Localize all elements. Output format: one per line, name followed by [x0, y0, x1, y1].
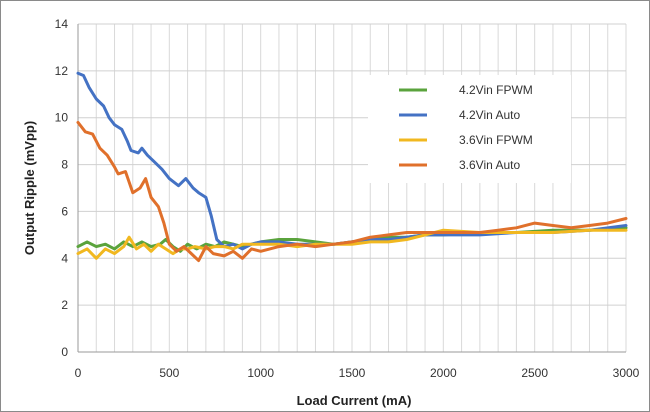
legend-label-4-2vin-auto: 4.2Vin Auto	[459, 108, 520, 122]
series-line-3-6vin-fpwm	[76, 228, 628, 260]
y-tick-label: 10	[55, 111, 69, 125]
axes: 0 2 4 6 8 10 12 14 0 500 1000 1500 2000 2500 3000	[55, 17, 640, 380]
x-tick-label: 2000	[430, 366, 457, 380]
y-tick-label: 2	[61, 298, 68, 312]
y-tick-label: 6	[61, 204, 68, 218]
legend-label-3-6vin-fpwm: 3.6Vin FPWM	[459, 133, 533, 147]
x-tick-label: 1500	[339, 366, 366, 380]
y-tick-label: 0	[61, 345, 68, 359]
y-axis-title: Output Ripple (mVpp)	[22, 121, 37, 255]
series-lines	[76, 71, 628, 263]
x-tick-label: 0	[75, 366, 82, 380]
legend-label-3-6vin-auto: 3.6Vin Auto	[459, 158, 520, 172]
x-axis-title: Load Current (mA)	[297, 393, 412, 408]
series-line-3-6vin-auto	[76, 120, 628, 263]
legend-label-4-2vin-fpwm: 4.2Vin FPWM	[459, 83, 533, 97]
y-tick-label: 12	[55, 64, 69, 78]
series-line-4-2vin-auto	[76, 71, 628, 251]
x-tick-label: 500	[159, 366, 179, 380]
x-tick-label: 3000	[613, 366, 640, 380]
y-tick-label: 14	[55, 17, 69, 31]
gridlines	[77, 23, 627, 352]
y-tick-label: 8	[61, 158, 68, 172]
legend: 4.2Vin FPWM 4.2Vin Auto 3.6Vin FPWM 3.6Vin …	[368, 75, 571, 183]
x-tick-label: 2500	[521, 366, 548, 380]
y-tick-label: 4	[61, 251, 68, 265]
x-tick-label: 1000	[247, 366, 274, 380]
